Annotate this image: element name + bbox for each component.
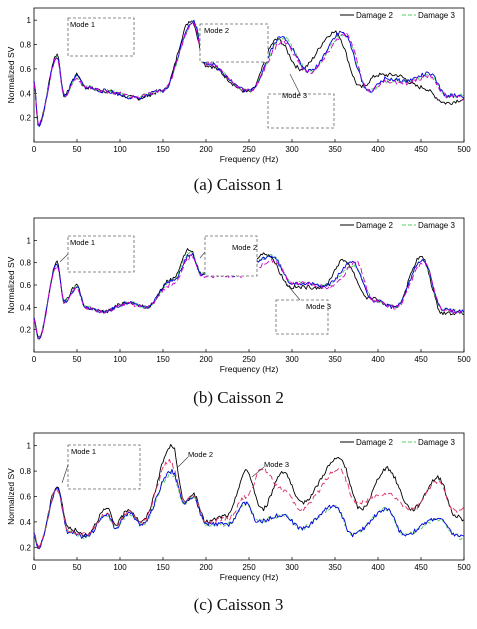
x-tick-label: 50 bbox=[73, 355, 82, 364]
mode-label: Mode 2 bbox=[204, 26, 229, 35]
legend-label: Damage 2 bbox=[356, 221, 393, 230]
x-tick-label: 250 bbox=[242, 145, 256, 154]
chart-panel-c: 0 50 100 150 200 250 300 350 400 450 500 0.2 0.4 0.6 0… bbox=[0, 425, 477, 629]
annotation-arrow bbox=[59, 253, 69, 263]
x-tick-label: 350 bbox=[328, 355, 342, 364]
annotation-arrow bbox=[251, 466, 265, 478]
y-axis-label: Normalized SV bbox=[6, 468, 16, 525]
x-tick-label: 100 bbox=[113, 145, 127, 154]
x-tick-label: 150 bbox=[156, 145, 170, 154]
y-tick-label: 0.6 bbox=[20, 493, 32, 502]
x-axis-label: Frequency (Hz) bbox=[220, 154, 279, 164]
y-tick-label: 0.4 bbox=[20, 89, 32, 98]
zoom-inset-box bbox=[199, 23, 269, 63]
series-line-1 bbox=[33, 20, 464, 126]
series-line-3 bbox=[33, 19, 464, 127]
mode-label: Mode 3 bbox=[282, 91, 307, 100]
chart-caption-b: (b) Caisson 2 bbox=[193, 388, 284, 407]
zoom-inset-box bbox=[67, 17, 135, 57]
x-tick-label: 250 bbox=[242, 355, 256, 364]
x-tick-label: 100 bbox=[113, 355, 127, 364]
x-axis-label: Frequency (Hz) bbox=[220, 572, 279, 582]
x-tick-label: 50 bbox=[73, 145, 82, 154]
x-tick-label: 500 bbox=[457, 355, 471, 364]
chart-panel-b: 0 50 100 150 200 250 300 350 400 450 500 0.2 0.4 0.6 0… bbox=[0, 210, 477, 415]
x-tick-label: 350 bbox=[328, 145, 342, 154]
x-tick-label: 300 bbox=[285, 563, 299, 572]
y-tick-label: 1 bbox=[27, 236, 32, 245]
y-tick-label: 0.8 bbox=[20, 41, 32, 50]
y-tick-label: 0.2 bbox=[20, 114, 32, 123]
x-tick-label: 0 bbox=[32, 145, 37, 154]
series-line-1 bbox=[33, 443, 464, 550]
series-line-4 bbox=[33, 458, 464, 550]
y-axis-label: Normalized SV bbox=[6, 46, 16, 103]
y-tick-label: 0.2 bbox=[20, 543, 32, 552]
mode-label: Mode 1 bbox=[70, 20, 95, 29]
y-tick-label: 0.4 bbox=[20, 303, 32, 312]
legend-label: Damage 3 bbox=[418, 438, 455, 447]
chart-a-svg: 0 50 100 150 200 250 300 350 400 450 500 0.2 0.4 0.6 0… bbox=[6, 7, 471, 164]
chart-caption-c: (c) Caisson 3 bbox=[193, 595, 284, 614]
chart-c-svg: 0 50 100 150 200 250 300 350 400 450 500 0.2 0.4 0.6 0… bbox=[6, 432, 471, 582]
zoom-inset-box bbox=[204, 235, 258, 277]
legend-label: Damage 2 bbox=[356, 11, 393, 20]
annotation-arrow bbox=[199, 251, 206, 259]
zoom-inset-box bbox=[275, 299, 329, 335]
mode-label: Mode 1 bbox=[71, 447, 96, 456]
y-tick-label: 1 bbox=[27, 442, 32, 451]
x-tick-label: 200 bbox=[199, 355, 213, 364]
x-tick-label: 450 bbox=[414, 563, 428, 572]
x-tick-label: 400 bbox=[371, 145, 385, 154]
x-tick-label: 150 bbox=[156, 355, 170, 364]
y-tick-label: 1 bbox=[27, 16, 32, 25]
mode-label: Mode 2 bbox=[232, 243, 257, 252]
legend-label: Damage 3 bbox=[418, 11, 455, 20]
x-tick-label: 150 bbox=[156, 563, 170, 572]
x-tick-label: 500 bbox=[457, 563, 471, 572]
legend-label: Damage 2 bbox=[356, 438, 393, 447]
series-line-3 bbox=[33, 468, 464, 549]
series-line-2 bbox=[33, 20, 464, 127]
x-tick-label: 400 bbox=[371, 355, 385, 364]
y-tick-label: 0.8 bbox=[20, 467, 32, 476]
x-tick-label: 200 bbox=[199, 145, 213, 154]
x-tick-label: 0 bbox=[32, 563, 37, 572]
mode-label: Mode 3 bbox=[306, 302, 331, 311]
x-tick-label: 300 bbox=[285, 145, 299, 154]
legend-label: Damage 3 bbox=[418, 221, 455, 230]
x-tick-label: 250 bbox=[242, 563, 256, 572]
mode-label: Mode 2 bbox=[188, 450, 213, 459]
x-tick-label: 450 bbox=[414, 145, 428, 154]
mode-label: Mode 1 bbox=[70, 238, 95, 247]
y-tick-label: 0.6 bbox=[20, 281, 32, 290]
y-axis-label: Normalized SV bbox=[6, 256, 16, 313]
annotation-arrow bbox=[284, 281, 301, 301]
chart-caption-a: (a) Caisson 1 bbox=[193, 175, 284, 194]
x-axis-label: Frequency (Hz) bbox=[220, 364, 279, 374]
mode-label: Mode 3 bbox=[264, 460, 289, 469]
x-tick-label: 100 bbox=[113, 563, 127, 572]
x-tick-label: 50 bbox=[73, 563, 82, 572]
chart-b-svg: 0 50 100 150 200 250 300 350 400 450 500 0.2 0.4 0.6 0… bbox=[6, 217, 471, 374]
x-tick-label: 350 bbox=[328, 563, 342, 572]
x-tick-label: 500 bbox=[457, 145, 471, 154]
chart-panel-a: 0 50 100 150 200 250 300 350 400 450 500 0.2 0.4 0.6 0… bbox=[0, 0, 477, 205]
y-tick-label: 0.6 bbox=[20, 65, 32, 74]
annotation-arrow bbox=[177, 456, 189, 468]
y-tick-label: 0.4 bbox=[20, 518, 32, 527]
x-tick-label: 300 bbox=[285, 355, 299, 364]
annotation-arrow bbox=[61, 464, 69, 484]
zoom-inset-box bbox=[267, 93, 335, 129]
zoom-inset-box bbox=[67, 444, 141, 490]
x-tick-label: 200 bbox=[199, 563, 213, 572]
x-tick-label: 400 bbox=[371, 563, 385, 572]
x-tick-label: 450 bbox=[414, 355, 428, 364]
y-tick-label: 0.2 bbox=[20, 326, 32, 335]
x-tick-label: 0 bbox=[32, 355, 37, 364]
annotation-arrow bbox=[289, 73, 301, 95]
y-tick-label: 0.8 bbox=[20, 259, 32, 268]
series-line-2 bbox=[33, 471, 464, 549]
